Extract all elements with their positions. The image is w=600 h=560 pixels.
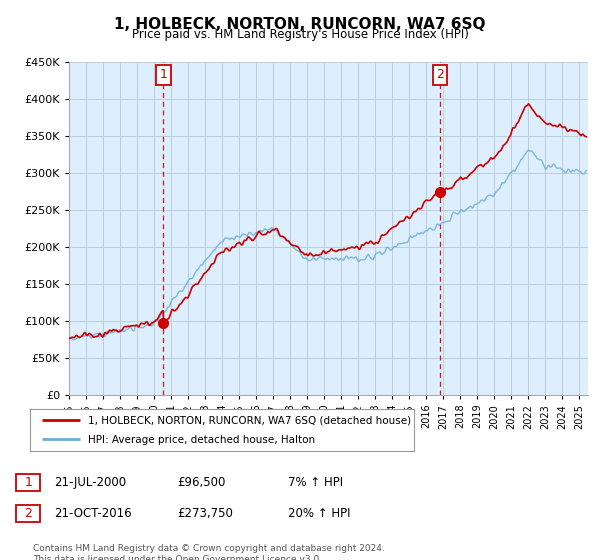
Text: 1: 1 [160, 68, 167, 81]
Text: 1: 1 [24, 475, 32, 489]
Text: Contains HM Land Registry data © Crown copyright and database right 2024.
This d: Contains HM Land Registry data © Crown c… [33, 544, 385, 560]
Text: 1, HOLBECK, NORTON, RUNCORN, WA7 6SQ: 1, HOLBECK, NORTON, RUNCORN, WA7 6SQ [114, 17, 486, 32]
Text: HPI: Average price, detached house, Halton: HPI: Average price, detached house, Halt… [88, 435, 315, 445]
Text: 21-OCT-2016: 21-OCT-2016 [54, 507, 131, 520]
Text: 1, HOLBECK, NORTON, RUNCORN, WA7 6SQ (detached house): 1, HOLBECK, NORTON, RUNCORN, WA7 6SQ (de… [88, 416, 411, 426]
Text: 2: 2 [436, 68, 444, 81]
Text: £96,500: £96,500 [177, 475, 226, 489]
Text: 2: 2 [24, 507, 32, 520]
Text: 7% ↑ HPI: 7% ↑ HPI [288, 475, 343, 489]
Text: 21-JUL-2000: 21-JUL-2000 [54, 475, 126, 489]
Text: Price paid vs. HM Land Registry's House Price Index (HPI): Price paid vs. HM Land Registry's House … [131, 28, 469, 41]
Text: 20% ↑ HPI: 20% ↑ HPI [288, 507, 350, 520]
Text: £273,750: £273,750 [177, 507, 233, 520]
